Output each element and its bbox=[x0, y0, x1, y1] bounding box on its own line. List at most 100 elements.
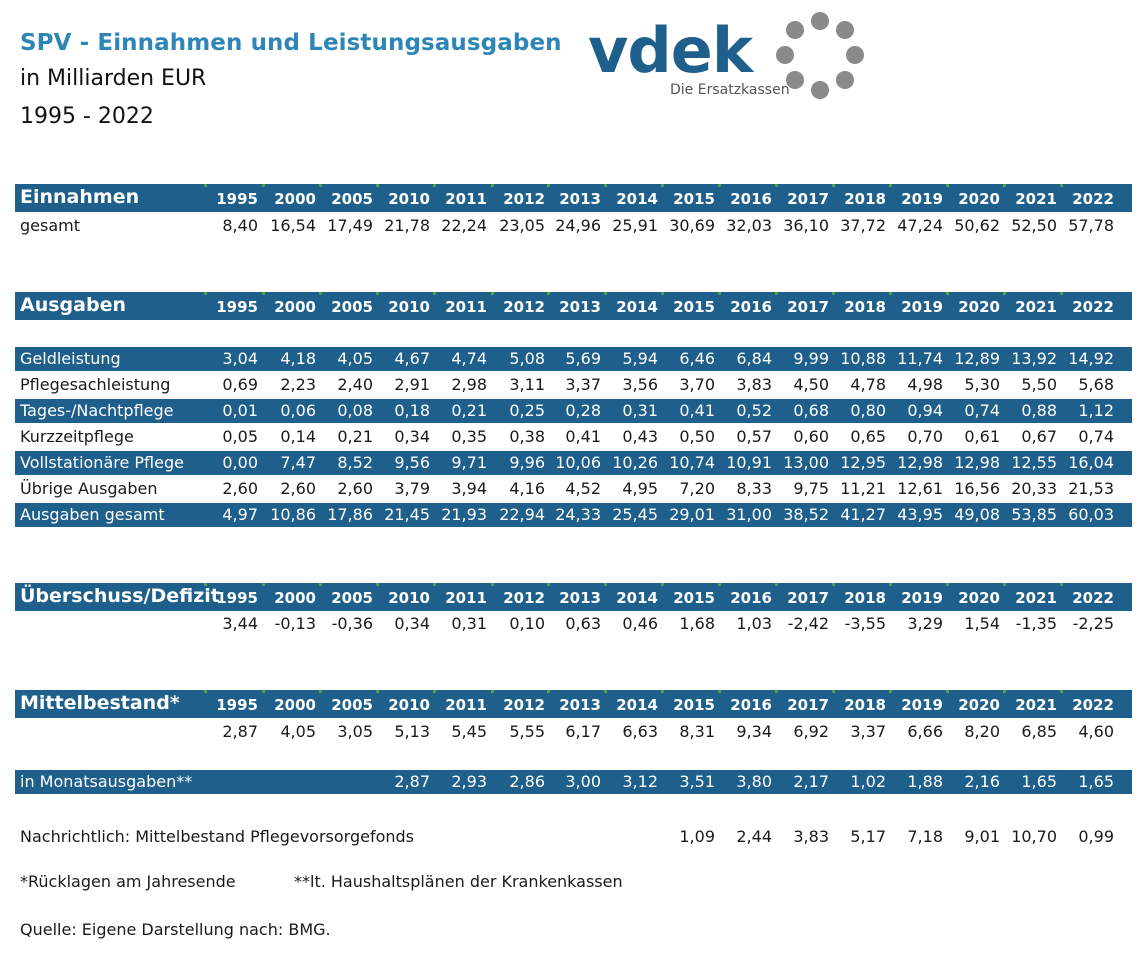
value-cell: 9,75 bbox=[793, 479, 829, 498]
value-cell: 3,44 bbox=[222, 614, 258, 633]
row-band bbox=[15, 347, 1132, 371]
value-cell: 6,17 bbox=[565, 722, 601, 741]
value-cell: 12,55 bbox=[1011, 453, 1057, 472]
header-tick bbox=[718, 690, 721, 693]
header-tick bbox=[491, 292, 494, 295]
value-cell: 0,74 bbox=[1078, 427, 1114, 446]
value-cell: 0,43 bbox=[622, 427, 658, 446]
value-cell: 3,79 bbox=[394, 479, 430, 498]
value-cell: 0,63 bbox=[565, 614, 601, 633]
value-cell: 12,89 bbox=[954, 349, 1000, 368]
value-cell: 2,93 bbox=[451, 772, 487, 791]
value-cell: 9,99 bbox=[793, 349, 829, 368]
row-label: Geldleistung bbox=[20, 349, 121, 368]
header-tick bbox=[319, 583, 322, 586]
year-header: 2013 bbox=[559, 589, 601, 607]
value-cell: 1,68 bbox=[679, 614, 715, 633]
value-cell: 5,69 bbox=[565, 349, 601, 368]
header-tick bbox=[1003, 292, 1006, 295]
value-cell: 41,27 bbox=[840, 505, 886, 524]
year-header: 2021 bbox=[1015, 298, 1057, 316]
value-cell: 1,65 bbox=[1021, 772, 1057, 791]
value-cell: 5,17 bbox=[850, 827, 886, 846]
year-header: 2005 bbox=[331, 298, 373, 316]
value-cell: 1,54 bbox=[964, 614, 1000, 633]
ausgaben-header-row: Ausgaben 1995 2000 2005 2010 2011 2012 2013 2014… bbox=[0, 292, 1147, 320]
value-cell: 3,04 bbox=[222, 349, 258, 368]
year-header: 2021 bbox=[1015, 696, 1057, 714]
year-header: 2016 bbox=[730, 696, 772, 714]
value-cell: 0,05 bbox=[222, 427, 258, 446]
value-cell: 21,53 bbox=[1068, 479, 1114, 498]
header-tick bbox=[946, 690, 949, 693]
header-tick bbox=[547, 690, 550, 693]
header-tick bbox=[204, 583, 207, 586]
value-cell: 0,01 bbox=[222, 401, 258, 420]
year-header: 2017 bbox=[787, 696, 829, 714]
value-cell: 10,74 bbox=[669, 453, 715, 472]
value-cell: 1,09 bbox=[679, 827, 715, 846]
header-tick bbox=[319, 184, 322, 187]
value-cell: 4,18 bbox=[280, 349, 316, 368]
value-cell: 8,31 bbox=[679, 722, 715, 741]
value-cell: 21,78 bbox=[384, 216, 430, 235]
year-header: 2005 bbox=[331, 190, 373, 208]
value-cell: 0,57 bbox=[736, 427, 772, 446]
footnote-ruecklagen: *Rücklagen am Jahresende bbox=[20, 872, 236, 891]
value-cell: 0,31 bbox=[622, 401, 658, 420]
header-tick bbox=[832, 690, 835, 693]
value-cell: 5,94 bbox=[622, 349, 658, 368]
value-cell: 2,87 bbox=[222, 722, 258, 741]
year-header: 2019 bbox=[901, 589, 943, 607]
row-band bbox=[15, 451, 1132, 475]
row-band bbox=[15, 770, 1132, 794]
value-cell: 2,91 bbox=[394, 375, 430, 394]
year-header: 2022 bbox=[1072, 298, 1114, 316]
value-cell: 4,78 bbox=[850, 375, 886, 394]
header-tick bbox=[433, 583, 436, 586]
year-header: 2020 bbox=[958, 589, 1000, 607]
value-cell: 13,92 bbox=[1011, 349, 1057, 368]
value-cell: 0,50 bbox=[679, 427, 715, 446]
year-header: 2010 bbox=[388, 190, 430, 208]
value-cell: 12,95 bbox=[840, 453, 886, 472]
value-cell: 4,98 bbox=[907, 375, 943, 394]
value-cell: 0,08 bbox=[337, 401, 373, 420]
row-label: Übrige Ausgaben bbox=[20, 479, 158, 498]
value-cell: 2,86 bbox=[509, 772, 545, 791]
year-header: 2019 bbox=[901, 298, 943, 316]
value-cell: 0,38 bbox=[509, 427, 545, 446]
year-header: 2022 bbox=[1072, 696, 1114, 714]
value-cell: 3,80 bbox=[736, 772, 772, 791]
value-cell: 0,68 bbox=[793, 401, 829, 420]
year-header: 2016 bbox=[730, 298, 772, 316]
value-cell: 12,61 bbox=[897, 479, 943, 498]
header-tick bbox=[1060, 184, 1063, 187]
vdek-ring-logo-icon bbox=[776, 12, 864, 99]
ueberschuss-row: 3,44 -0,13 -0,36 0,34 0,31 0,10 0,63 0,46 1,68 1,… bbox=[0, 612, 1147, 636]
einnahmen-header-row: Einnahmen 1995 2000 2005 2010 2011 2012 2013 201… bbox=[0, 184, 1147, 212]
year-header: 2000 bbox=[274, 190, 316, 208]
year-header: 2018 bbox=[844, 298, 886, 316]
value-cell: 0,41 bbox=[565, 427, 601, 446]
header-tick bbox=[376, 583, 379, 586]
value-cell: 5,45 bbox=[451, 722, 487, 741]
value-cell: 25,45 bbox=[612, 505, 658, 524]
value-cell: 2,44 bbox=[736, 827, 772, 846]
row-label: Vollstationäre Pflege bbox=[20, 453, 184, 472]
value-cell: 12,98 bbox=[897, 453, 943, 472]
value-cell: 4,16 bbox=[509, 479, 545, 498]
value-cell: 0,31 bbox=[451, 614, 487, 633]
value-cell: 0,74 bbox=[964, 401, 1000, 420]
year-header: 2013 bbox=[559, 298, 601, 316]
year-header: 2015 bbox=[673, 696, 715, 714]
header-tick bbox=[1060, 583, 1063, 586]
ausgaben-row: Tages-/Nachtpflege 0,01 0,06 0,08 0,18 0,21 0,… bbox=[0, 399, 1147, 423]
row-band bbox=[15, 503, 1132, 527]
header-tick bbox=[1003, 583, 1006, 586]
year-header: 2000 bbox=[274, 696, 316, 714]
year-header: 1995 bbox=[216, 190, 258, 208]
row-label: Ausgaben gesamt bbox=[20, 505, 165, 524]
value-cell: 0,94 bbox=[907, 401, 943, 420]
value-cell: 6,63 bbox=[622, 722, 658, 741]
